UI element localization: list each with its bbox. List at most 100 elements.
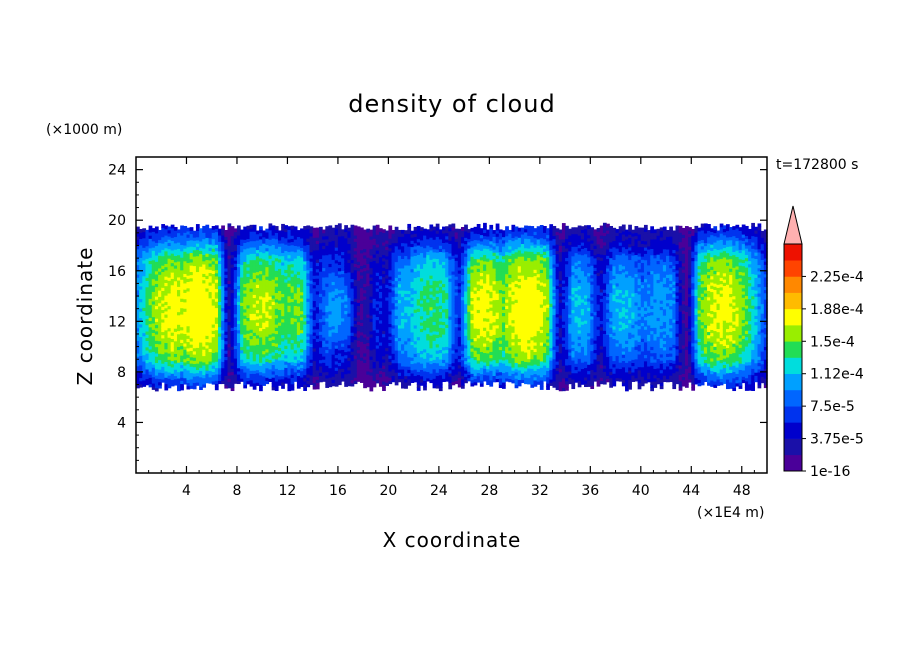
heatmap-cell <box>227 283 232 288</box>
heatmap-cell <box>221 380 225 385</box>
heatmap-cell <box>161 271 165 276</box>
heatmap-cell <box>388 323 393 328</box>
heatmap-cell <box>161 261 165 266</box>
heatmap-cell <box>158 280 162 285</box>
heatmap-cell <box>167 365 172 370</box>
heatmap-cell <box>274 292 279 297</box>
heatmap-cell <box>331 284 336 289</box>
heatmap-cell <box>145 343 150 348</box>
heatmap-cell <box>262 274 266 279</box>
heatmap-cell <box>262 356 266 361</box>
heatmap-cell <box>177 346 181 351</box>
heatmap-cell <box>246 377 251 382</box>
heatmap-cell <box>331 268 336 273</box>
heatmap-cell <box>195 258 200 263</box>
heatmap-cell <box>189 271 194 276</box>
heatmap-cell <box>309 381 314 385</box>
heatmap-cell <box>407 372 412 377</box>
heatmap-cell <box>173 271 178 275</box>
heatmap-cell <box>265 228 270 233</box>
heatmap-cell <box>290 244 295 249</box>
heatmap-cell <box>303 270 307 275</box>
heatmap-cell <box>224 365 229 370</box>
heatmap-cell <box>259 302 263 306</box>
heatmap-cell <box>334 379 339 384</box>
heatmap-cell <box>154 235 159 240</box>
heatmap-cell <box>344 272 348 277</box>
heatmap-cell <box>360 312 364 317</box>
heatmap-cell <box>224 296 229 301</box>
heatmap-cell <box>325 232 330 237</box>
heatmap-cell <box>259 229 263 234</box>
heatmap-cell <box>318 337 323 342</box>
heatmap-cell <box>344 357 348 362</box>
heatmap-cell <box>145 321 150 326</box>
heatmap-cell <box>300 297 304 302</box>
heatmap-cell <box>268 327 273 332</box>
heatmap-cell <box>148 374 153 378</box>
heatmap-cell <box>161 347 165 352</box>
heatmap-cell <box>331 271 336 276</box>
heatmap-cell <box>265 279 270 283</box>
heatmap-cell <box>199 360 203 365</box>
heatmap-cell <box>315 259 320 263</box>
heatmap-cell <box>173 312 178 317</box>
heatmap-cell <box>290 320 295 325</box>
heatmap-cell <box>173 290 178 294</box>
heatmap-cell <box>227 349 232 354</box>
heatmap-cell <box>303 387 307 391</box>
heatmap-cell <box>189 353 194 358</box>
heatmap-cell <box>353 272 358 277</box>
heatmap-cell <box>186 313 191 317</box>
heatmap-cell <box>391 315 396 320</box>
heatmap-cell <box>136 343 140 348</box>
heatmap-cell <box>287 339 292 344</box>
heatmap-cell <box>255 271 260 276</box>
heatmap-cell <box>366 238 371 242</box>
heatmap-cell <box>224 372 229 376</box>
heatmap-cell <box>325 384 330 388</box>
heatmap-cell <box>281 283 285 288</box>
heatmap-cell <box>388 304 393 309</box>
heatmap-cell <box>139 358 143 363</box>
heatmap-cell <box>315 287 320 292</box>
heatmap-cell <box>262 315 266 320</box>
heatmap-cell <box>334 234 339 239</box>
heatmap-cell <box>397 258 402 263</box>
heatmap-cell <box>173 239 178 244</box>
heatmap-cell <box>331 338 336 343</box>
heatmap-cell <box>372 380 377 385</box>
heatmap-cell <box>385 255 389 260</box>
heatmap-cell <box>180 377 184 381</box>
heatmap-cell <box>328 228 333 233</box>
heatmap-cell <box>397 277 402 282</box>
heatmap-cell <box>139 374 143 379</box>
heatmap-cell <box>277 337 282 342</box>
heatmap-cell <box>233 361 238 365</box>
heatmap-cell <box>221 247 225 252</box>
heatmap-cell <box>337 343 342 348</box>
heatmap-cell <box>401 353 405 357</box>
heatmap-cell <box>233 373 238 378</box>
heatmap-cell <box>246 269 251 274</box>
heatmap-cell <box>382 235 386 240</box>
heatmap-cell <box>170 227 175 232</box>
heatmap-cell <box>318 293 323 297</box>
heatmap-cell <box>192 306 197 311</box>
heatmap-cell <box>161 331 165 336</box>
heatmap-cell <box>221 304 225 309</box>
heatmap-cell <box>315 328 320 333</box>
heatmap-cell <box>337 235 342 240</box>
heatmap-cell <box>208 240 213 245</box>
heatmap-cell <box>315 338 320 342</box>
heatmap-cell <box>315 344 320 349</box>
heatmap-cell <box>236 294 241 299</box>
heatmap-cell <box>195 303 200 307</box>
heatmap-cell <box>243 229 248 234</box>
heatmap-cell <box>271 241 276 245</box>
heatmap-cell <box>218 247 222 252</box>
heatmap-cell <box>356 330 361 335</box>
heatmap-cell <box>287 384 292 388</box>
heatmap-cell <box>303 361 307 366</box>
heatmap-cell <box>347 347 352 352</box>
